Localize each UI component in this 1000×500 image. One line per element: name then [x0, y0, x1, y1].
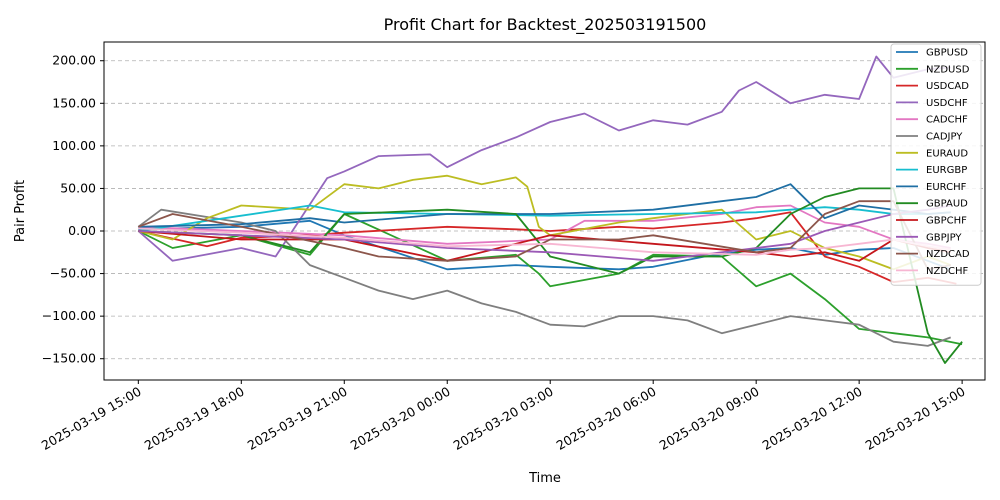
chart-title: Profit Chart for Backtest_202503191500 [384, 15, 707, 35]
series-line-eurgbp [138, 204, 951, 232]
series-line-nzdcad [137, 200, 951, 271]
legend-label: NZDCAD [926, 249, 970, 260]
x-tick-label: 2025-03-20 03:00 [451, 384, 556, 453]
legend: GBPUSD NZDUSD USDCAD USDCHF CADCHF CADJPY EURA… [890, 43, 982, 286]
x-tick-label: 2025-03-19 15:00 [39, 384, 144, 453]
series-line-cadjpy [137, 208, 952, 347]
legend-label: GBPCHF [926, 216, 967, 227]
x-tick-label: 2025-03-20 06:00 [554, 384, 659, 453]
legend-label: USDCHF [926, 98, 968, 109]
series-line-euraud [138, 174, 952, 271]
series-lines [137, 55, 963, 364]
legend-label: CADJPY [926, 132, 963, 143]
legend-label: NZDUSD [926, 64, 970, 75]
y-tick-label: 150.00 [52, 95, 96, 110]
legend-label: GBPJPY [926, 232, 962, 243]
x-tick-label: 2025-03-20 00:00 [348, 384, 453, 453]
y-tick-label: −150.00 [42, 351, 96, 366]
series-line-eurchf [138, 183, 951, 228]
x-tick-label: 2025-03-19 18:00 [142, 384, 247, 453]
y-tick-label: −100.00 [42, 308, 96, 323]
legend-label: EURAUD [926, 148, 968, 159]
legend-label: NZDCHF [926, 266, 969, 277]
plot-frame [103, 41, 986, 381]
legend-label: EURGBP [926, 165, 967, 176]
series-line-gbpusd [138, 219, 952, 271]
x-axis-title: Time [528, 471, 561, 486]
y-tick-label: 200.00 [52, 53, 96, 68]
series-line-usdchf [137, 55, 951, 262]
x-tick-label: 2025-03-20 12:00 [760, 384, 865, 453]
x-tick-label: 2025-03-20 15:00 [863, 384, 968, 453]
x-tick-label: 2025-03-19 21:00 [245, 384, 350, 453]
y-axis-ticks: −150.00 −100.00 −50.00 0.00 50.00 100.00 150.0… [42, 53, 104, 366]
legend-label: GBPUSD [926, 48, 968, 59]
y-tick-label: 0.00 [68, 223, 96, 238]
y-tick-label: 50.00 [60, 180, 96, 195]
legend-label: CADCHF [926, 115, 968, 126]
y-tick-label: −50.00 [50, 266, 96, 281]
y-tick-label: 100.00 [52, 138, 96, 153]
legend-box [890, 43, 982, 286]
y-axis-title: Pair Profit [13, 180, 28, 242]
legend-label: GBPAUD [926, 199, 968, 210]
legend-label: EURCHF [926, 182, 967, 193]
legend-label: USDCAD [926, 81, 969, 92]
x-tick-label: 2025-03-20 09:00 [657, 384, 762, 453]
series-line-cadchf [138, 204, 951, 249]
